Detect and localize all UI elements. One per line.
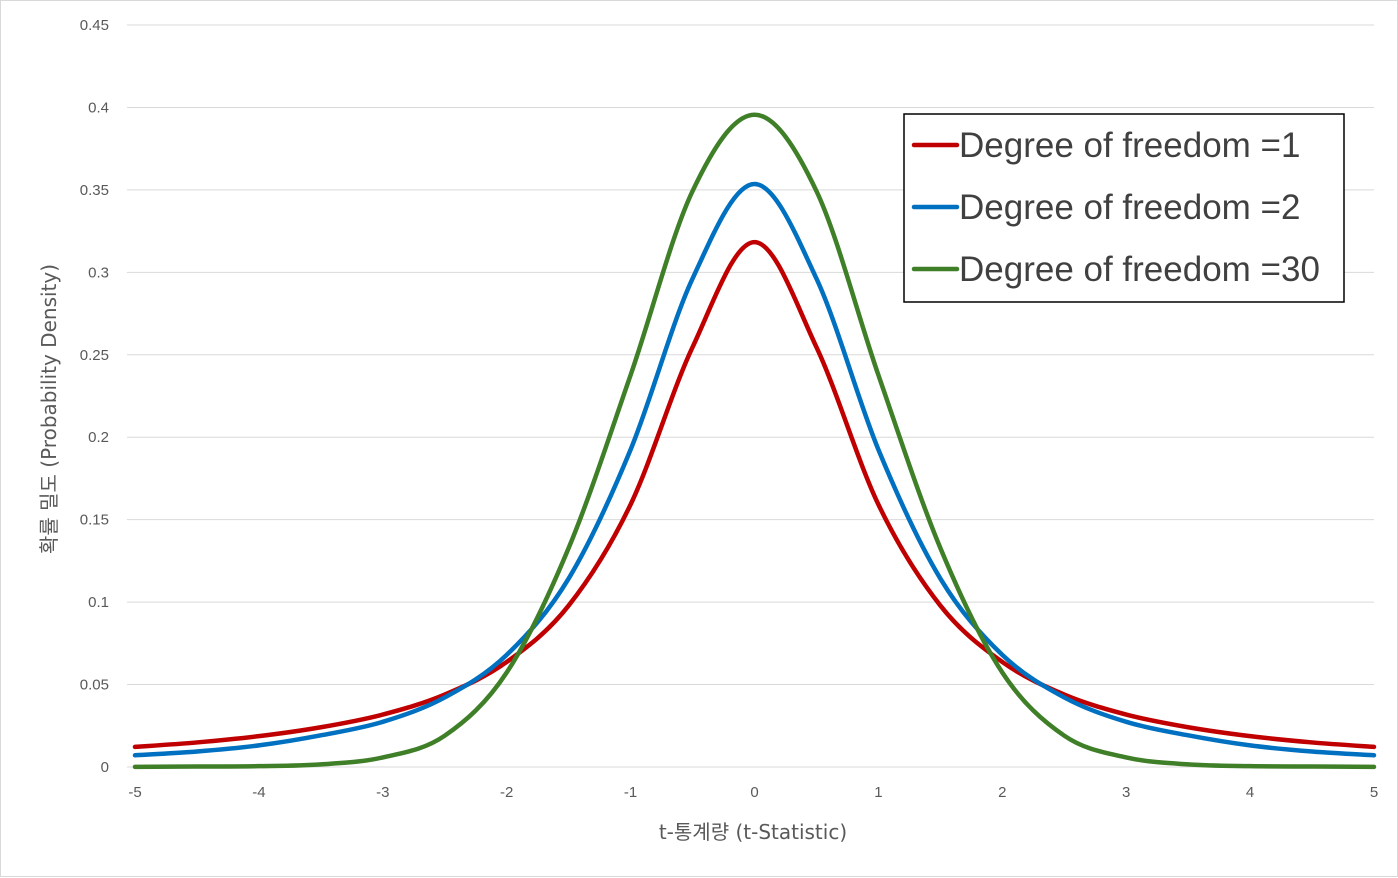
series-line-1	[132, 239, 1377, 750]
y-tick-label: 0.15	[80, 512, 109, 529]
x-tick-label: -5	[128, 784, 141, 801]
x-tick-label: 5	[1370, 784, 1378, 801]
x-tick-label: -1	[624, 784, 637, 801]
x-tick-label: -2	[500, 784, 513, 801]
legend-box	[903, 113, 1345, 303]
y-tick-label: 0.45	[80, 17, 109, 34]
y-tick-label: 0.05	[80, 677, 109, 694]
x-tick-label: -4	[252, 784, 265, 801]
series-lines	[132, 112, 1377, 770]
legend-label: Degree of freedom =30	[959, 250, 1320, 289]
y-axis-tick-labels: 0 0.05 0.1 0.15 0.2 0.25 0.3 0.35 0.4 0.45	[80, 17, 109, 776]
y-tick-label: 0.25	[80, 347, 109, 364]
series-line-2	[132, 181, 1377, 758]
gridlines	[127, 24, 1374, 768]
y-tick-label: 0.1	[88, 594, 109, 611]
legend-label: Degree of freedom =1	[959, 126, 1300, 165]
x-tick-label: 1	[874, 784, 882, 801]
legend-label: Degree of freedom =2	[959, 188, 1300, 227]
y-axis-title: 확률 밀도 (Probability Density)	[37, 264, 61, 554]
x-tick-label: -3	[376, 784, 389, 801]
legend: Degree of freedom =1 Degree of freedom =2…	[903, 113, 1345, 303]
y-tick-label: 0	[101, 759, 109, 776]
x-tick-label: 4	[1246, 784, 1254, 801]
y-tick-label: 0.2	[88, 429, 109, 446]
series-line-3	[132, 112, 1377, 770]
x-axis-tick-labels: -5 -4 -3 -2 -1 0 1 2 3 4 5	[128, 784, 1378, 801]
x-tick-label: 3	[1122, 784, 1130, 801]
x-tick-label: 0	[750, 784, 758, 801]
y-tick-label: 0.35	[80, 182, 109, 199]
x-tick-label: 2	[998, 784, 1006, 801]
y-tick-label: 0.4	[88, 99, 109, 116]
x-axis-title: t-통계량 (t-Statistic)	[659, 820, 847, 844]
y-tick-label: 0.3	[88, 264, 109, 281]
